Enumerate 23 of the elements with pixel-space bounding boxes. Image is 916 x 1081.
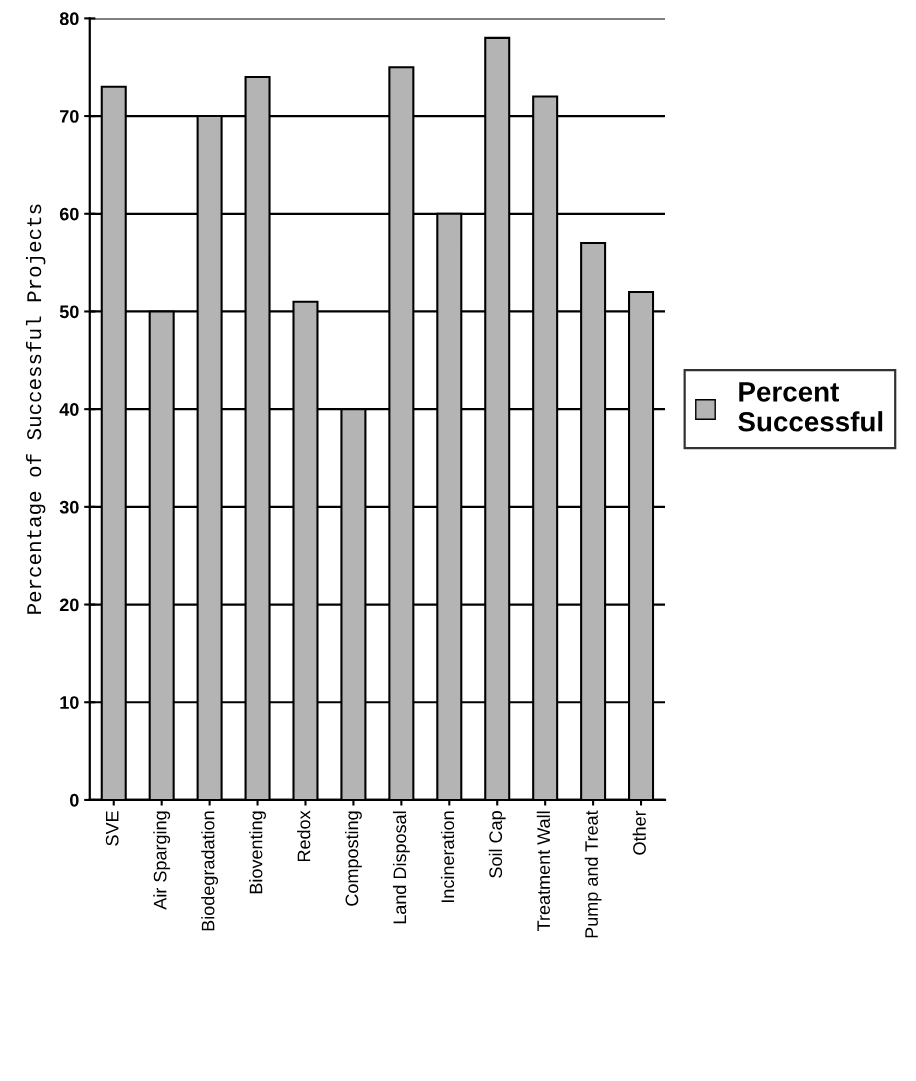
x-tick-label: Redox xyxy=(297,810,311,862)
y-tick-label: 70 xyxy=(60,110,79,123)
legend-label: Percent Successful xyxy=(738,382,883,432)
y-tick-label: 60 xyxy=(59,207,79,221)
x-tick-label: Composting xyxy=(345,811,362,906)
x-tick-label: Treatment Wall xyxy=(536,811,551,931)
x-tick-label: Other xyxy=(632,810,646,855)
y-tick-label: 40 xyxy=(59,403,79,416)
y-axis-title: Percentage of Successful Projects xyxy=(25,204,46,614)
x-tick-label: Incineration xyxy=(440,811,455,903)
x-tick-label: SVE xyxy=(105,811,119,846)
x-tick-label: Pump and Treat xyxy=(584,810,602,938)
y-tick-label: 30 xyxy=(59,500,79,514)
x-tick-label: Air Sparging xyxy=(153,811,171,910)
y-tick-label: 10 xyxy=(60,696,79,709)
x-tick-label: Bioventing xyxy=(249,811,266,894)
x-tick-label: Biodegradation xyxy=(201,811,219,931)
x-tick-label: Soil Cap xyxy=(488,811,506,878)
y-tick-label: 0 xyxy=(70,793,79,807)
y-tick-label: 20 xyxy=(59,598,79,612)
y-tick-label: 80 xyxy=(59,12,79,26)
x-tick-label: Land Disposal xyxy=(392,811,410,924)
y-tick-label: 50 xyxy=(59,305,79,319)
